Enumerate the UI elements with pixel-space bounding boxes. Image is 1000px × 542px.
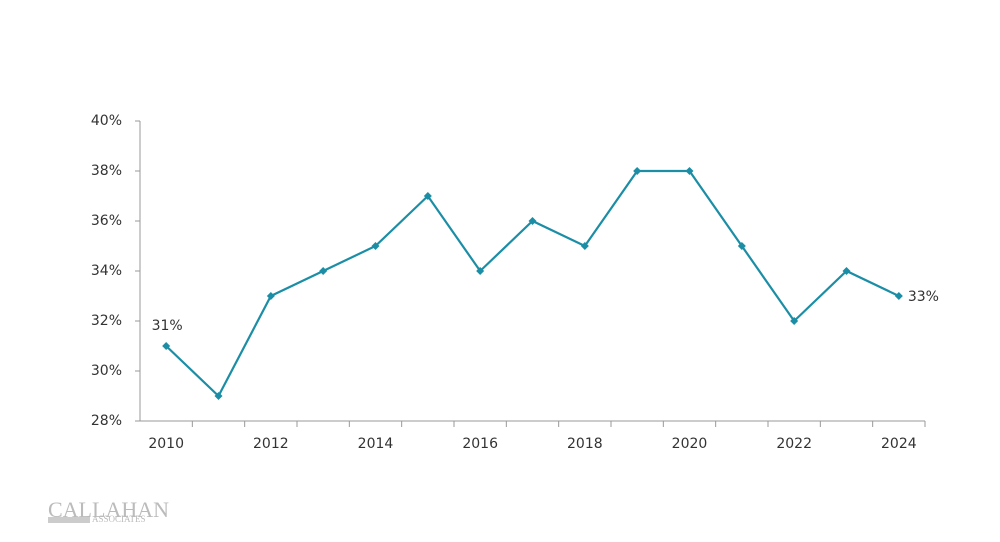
marker (685, 167, 694, 175)
x-tick-label: 2020 (672, 436, 708, 452)
y-tick-label: 28% (91, 413, 122, 429)
marker (266, 292, 275, 300)
y-tick-label: 38% (91, 163, 122, 179)
logo-bar (48, 517, 90, 523)
marker (371, 242, 380, 250)
x-tick-label: 2016 (462, 436, 498, 452)
x-tick-label: 2018 (567, 436, 603, 452)
marker (894, 292, 903, 300)
y-tick-label: 40% (91, 113, 122, 129)
y-tick-label: 32% (91, 313, 122, 329)
line (165, 169, 900, 398)
data-label: 31% (152, 318, 183, 334)
logo-sub: ASSOCIATES (92, 514, 146, 524)
data-label: 33% (908, 289, 939, 305)
y-tick-label: 34% (91, 263, 122, 279)
marker (319, 267, 328, 275)
y-tick-label: 36% (91, 213, 122, 229)
marker (790, 317, 799, 325)
logo-name: CALLAHAN (48, 497, 169, 522)
x-tick-label: 2014 (358, 436, 394, 452)
x-tick-label: 2022 (776, 436, 812, 452)
y-tick-label: 30% (91, 363, 122, 379)
x-tick-label: 2010 (148, 436, 184, 452)
marker (842, 267, 851, 275)
marker (214, 392, 223, 400)
x-tick-label: 2012 (253, 436, 289, 452)
marker (476, 267, 485, 275)
marker (528, 217, 537, 225)
marker (162, 342, 171, 350)
x-tick-label: 2024 (881, 436, 917, 452)
marker (580, 242, 589, 250)
marker (737, 242, 746, 250)
marker (633, 167, 642, 175)
marker (423, 192, 432, 200)
